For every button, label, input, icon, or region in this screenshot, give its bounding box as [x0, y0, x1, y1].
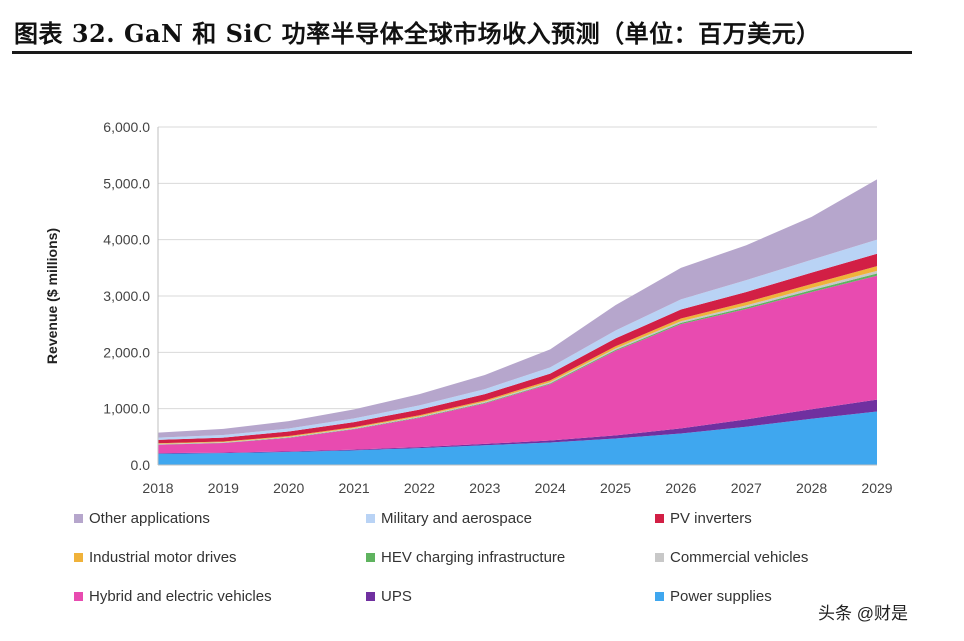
x-tick-label: 2019: [208, 480, 239, 496]
area-ups: [158, 399, 877, 454]
legend-swatch: [655, 553, 664, 562]
legend-swatch: [74, 514, 83, 523]
legend-swatch: [74, 592, 83, 601]
legend-item-power-supplies: Power supplies: [655, 588, 772, 605]
y-tick-label: 5,000.0: [103, 175, 150, 191]
legend-swatch: [655, 514, 664, 523]
legend-label: Industrial motor drives: [89, 549, 237, 566]
x-tick-label: 2027: [731, 480, 762, 496]
x-tick-label: 2028: [796, 480, 827, 496]
y-axis-label: Revenue ($ millions): [44, 228, 60, 364]
y-tick-label: 3,000.0: [103, 288, 150, 304]
y-tick-label: 0.0: [131, 457, 151, 473]
legend-swatch: [366, 592, 375, 601]
legend-swatch: [655, 592, 664, 601]
legend-swatch: [366, 514, 375, 523]
x-tick-label: 2021: [339, 480, 370, 496]
legend-item-pv-inverters: PV inverters: [655, 510, 752, 527]
x-tick-label: 2023: [469, 480, 500, 496]
x-tick-label: 2029: [861, 480, 892, 496]
legend-label: UPS: [381, 588, 412, 605]
legend-item-military-and-aerospace: Military and aerospace: [366, 510, 532, 527]
x-tick-label: 2018: [142, 480, 173, 496]
title-underline: [12, 51, 912, 54]
area-power-supplies: [158, 411, 877, 465]
x-tick-label: 2022: [404, 480, 435, 496]
area-hybrid-and-electric-vehicles: [158, 275, 877, 454]
x-tick-label: 2025: [600, 480, 631, 496]
legend-label: Power supplies: [670, 588, 772, 605]
legend-item-commercial-vehicles: Commercial vehicles: [655, 549, 808, 566]
legend-item-hybrid-and-electric-vehicles: Hybrid and electric vehicles: [74, 588, 272, 605]
legend-item-ups: UPS: [366, 588, 412, 605]
legend-item-hev-charging-infrastructure: HEV charging infrastructure: [366, 549, 565, 566]
y-tick-label: 6,000.0: [103, 119, 150, 135]
x-tick-label: 2024: [535, 480, 566, 496]
legend-label: Other applications: [89, 510, 210, 527]
legend-label: Military and aerospace: [381, 510, 532, 527]
legend-swatch: [74, 553, 83, 562]
watermark: 头条 @财是: [818, 604, 908, 623]
legend-label: Hybrid and electric vehicles: [89, 588, 272, 605]
x-tick-label: 2026: [665, 480, 696, 496]
legend-swatch: [366, 553, 375, 562]
y-tick-label: 1,000.0: [103, 401, 150, 417]
legend-item-other-applications: Other applications: [74, 510, 210, 527]
y-tick-label: 2,000.0: [103, 344, 150, 360]
legend-label: PV inverters: [670, 510, 752, 527]
legend-item-industrial-motor-drives: Industrial motor drives: [74, 549, 237, 566]
legend-label: HEV charging infrastructure: [381, 549, 566, 566]
chart-title: 图表 32. GaN 和 SiC 功率半导体全球市场收入预测（单位：百万美元）: [14, 19, 821, 48]
x-tick-label: 2020: [273, 480, 304, 496]
legend-label: Commercial vehicles: [670, 549, 809, 566]
y-tick-label: 4,000.0: [103, 232, 150, 248]
